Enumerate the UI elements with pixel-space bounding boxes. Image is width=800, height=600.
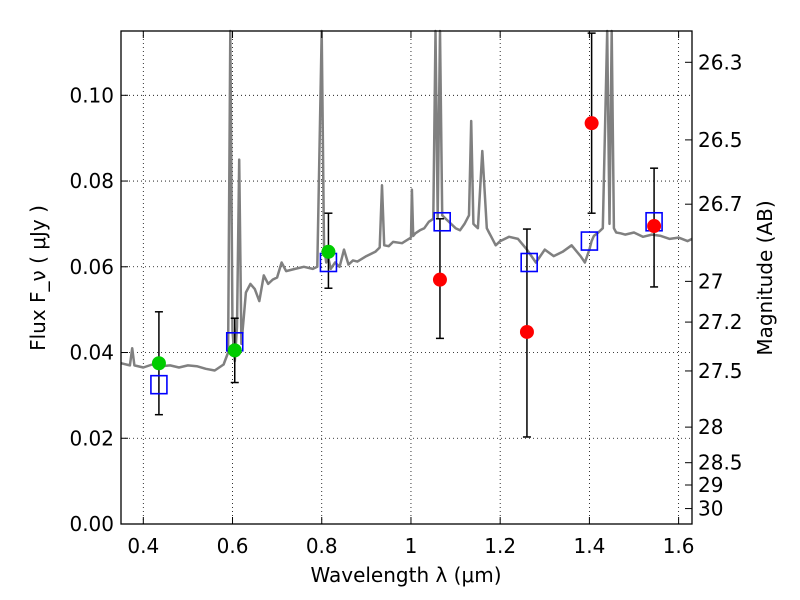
observed-point-lowsn-1 (519, 324, 534, 339)
right-tick-label-6: 28 (698, 415, 723, 439)
plot-frame (120, 30, 693, 525)
y-tick-label-4: 0.08 (69, 169, 114, 193)
y-tick-label-0: 0.00 (69, 512, 114, 536)
observed-point-lowsn-2 (584, 116, 599, 131)
right-tick-label-5: 27.5 (698, 359, 743, 383)
model-photometry-markers (150, 211, 663, 395)
y-axis-label-right: Magnitude (AB) (753, 200, 777, 355)
x-tick-label-1: 0.6 (217, 534, 249, 558)
model-spectrum-line (120, 29, 693, 372)
observed-markers (151, 116, 662, 371)
observed-point-detection-1 (227, 343, 242, 358)
y-tick-label-1: 0.02 (69, 426, 114, 450)
model-photometry-point-3 (433, 211, 451, 232)
y-axis-label-left: Flux F_ν ( μJy ) (26, 205, 50, 351)
observed-point-detection-0 (151, 356, 166, 371)
right-tick-label-8: 29 (698, 473, 723, 497)
plot-background (121, 31, 692, 524)
observed-point-lowsn-3 (647, 219, 662, 234)
x-axis-label: Wavelength λ (μm) (310, 563, 501, 587)
observed-point-detection-2 (321, 244, 336, 259)
x-tick-label-6: 1.6 (663, 534, 695, 558)
right-tick-label-3: 27 (698, 269, 723, 293)
model-photometry-point-4 (520, 252, 538, 273)
right-tick-label-7: 28.5 (698, 451, 743, 475)
right-tick-label-0: 26.3 (698, 50, 743, 74)
model-photometry-point-5 (580, 231, 599, 251)
right-tick-label-9: 30 (698, 497, 723, 521)
right-tick-label-2: 26.7 (698, 192, 743, 216)
model-spectrum (120, 29, 693, 372)
x-tick-label-0: 0.4 (127, 534, 159, 558)
y-tick-label-2: 0.04 (69, 341, 114, 365)
axis-ticks: 0.4 0.6 0.8 1 1.2 1.4 1.6 0.00 0.02 0.04 0.06 0.08 0… (69, 31, 743, 558)
x-tick-label-3: 1 (405, 534, 418, 558)
right-tick-label-4: 27.2 (698, 310, 743, 334)
x-tick-label-5: 1.4 (573, 534, 605, 558)
model-photometry-point-0 (150, 374, 168, 395)
observed-point-lowsn-0 (432, 272, 447, 287)
y-tick-label-5: 0.10 (69, 83, 114, 107)
x-tick-label-2: 0.8 (306, 534, 338, 558)
x-tick-label-4: 1.2 (484, 534, 516, 558)
right-tick-label-1: 26.5 (698, 128, 743, 152)
y-tick-label-3: 0.06 (69, 255, 114, 279)
